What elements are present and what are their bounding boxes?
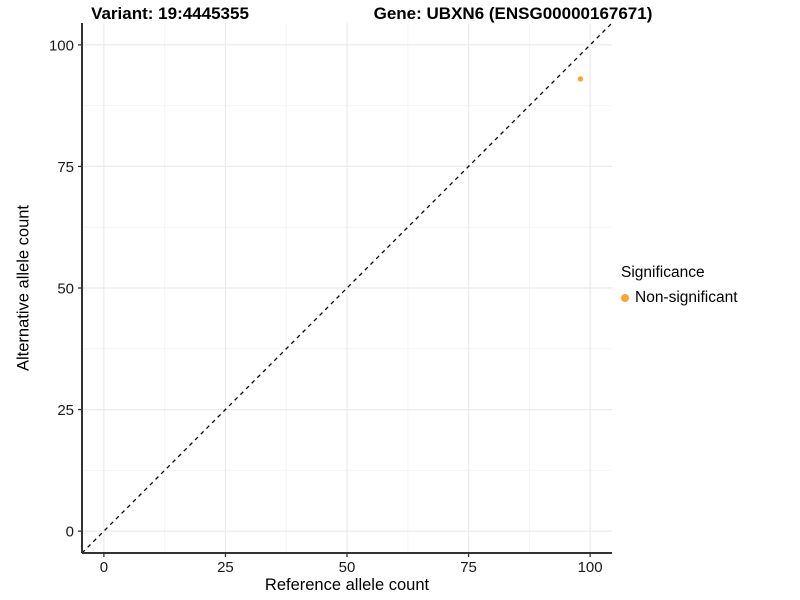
x-tick-label: 75 — [460, 559, 477, 576]
legend-item-non-significant: Non-significant — [621, 289, 738, 307]
x-axis-title: Reference allele count — [264, 576, 430, 594]
y-tick-label: 100 — [49, 37, 74, 54]
y-axis-title: Alternative allele count — [14, 204, 33, 372]
y-tick-label: 0 — [66, 524, 74, 541]
x-tick-label: 50 — [339, 559, 356, 576]
legend-item-label: Non-significant — [635, 289, 738, 306]
legend: Significance Non-significant — [621, 264, 738, 307]
x-tick-label: 0 — [100, 559, 108, 576]
x-tick-label: 100 — [578, 559, 603, 576]
legend-point-icon — [621, 294, 629, 302]
y-tick-label: 50 — [57, 281, 74, 298]
plot-title-variant: Variant: 19:4445355 — [91, 4, 249, 23]
legend-title: Significance — [621, 264, 705, 281]
data-point — [577, 76, 584, 82]
plot-title-gene: Gene: UBXN6 (ENSG00000167671) — [373, 4, 653, 23]
y-tick-label: 75 — [57, 159, 74, 176]
x-tick-label: 25 — [217, 559, 234, 576]
y-tick-label: 25 — [57, 402, 74, 419]
